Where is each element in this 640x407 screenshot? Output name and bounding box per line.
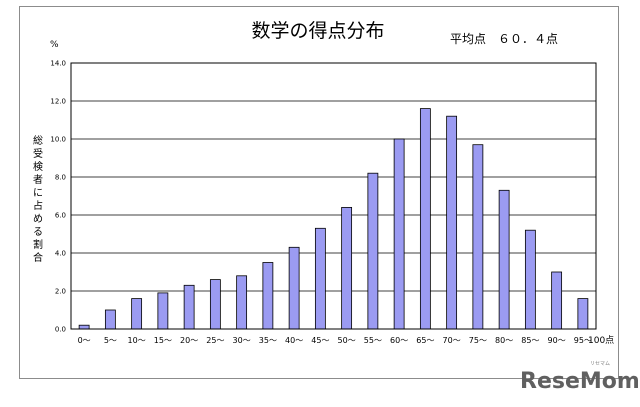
bar [314, 227, 326, 330]
bar [393, 138, 405, 330]
x-tick-label: 90～ [548, 336, 566, 345]
y-axis-label-char: め [33, 213, 43, 225]
x-tick-label: 45～ [311, 336, 329, 345]
y-tick-label: 10.0 [50, 136, 66, 144]
x-tick-label: 70～ [443, 336, 461, 345]
chart-frame: 数学の得点分布 平均点 ６０．４点 % 100点 総受検者に占める割合 0.0 2… [19, 6, 619, 379]
y-tick-label: 2.0 [55, 288, 66, 296]
y-axis-label-char: 検 [33, 160, 43, 173]
x-tick-label: 30～ [233, 336, 251, 345]
x-tick-label: 35～ [259, 336, 277, 345]
x-tick-label: 5～ [104, 336, 117, 345]
y-tick-label: 14.0 [50, 60, 66, 68]
y-unit-label: % [50, 40, 59, 50]
x-tick-label: 85～ [521, 336, 539, 345]
y-tick-label: 4.0 [55, 250, 66, 258]
bar [472, 144, 484, 330]
watermark-sub: リセマム [590, 361, 610, 367]
x-tick-label: 25～ [206, 336, 224, 345]
y-axis-label-char: 割 [33, 238, 43, 251]
bar [157, 292, 169, 330]
watermark-logo: ReseMom [520, 369, 638, 394]
y-tick-label: 12.0 [50, 98, 66, 106]
bar [183, 284, 195, 330]
bar [104, 309, 116, 330]
gridlines [71, 100, 596, 292]
average-label: 平均点 ６０．４点 [450, 32, 558, 46]
x-tick-label: 20～ [180, 336, 198, 345]
x-tick-label: 65～ [416, 336, 434, 345]
x-unit-label: 100点 [588, 335, 614, 346]
y-axis-label-char: 受 [33, 148, 43, 160]
bar [419, 108, 431, 330]
y-axis-label-char: に [33, 187, 43, 199]
bar [498, 189, 510, 330]
bars [78, 108, 589, 330]
y-axis-label-char: 総 [33, 134, 43, 147]
y-tick-labels: 0.0 2.0 4.0 6.0 8.0 10.0 12.0 14.0 [50, 60, 66, 334]
bar [78, 324, 90, 330]
y-tick-label: 8.0 [55, 174, 66, 182]
y-axis-label-char: る [33, 226, 43, 238]
x-tick-label: 50～ [338, 336, 356, 345]
x-tick-label: 60～ [390, 336, 408, 345]
bar [236, 275, 248, 330]
x-tick-labels: 0～ 5～ 10～ 15～ 20～ 25～ 30～ 35～ 40～ 45～ 50～ 55～ 60～ 65～… [78, 336, 592, 345]
y-tick-label: 0.0 [55, 326, 66, 334]
y-axis-label-char: 合 [33, 251, 43, 264]
x-tick-label: 80～ [495, 336, 513, 345]
y-axis-label-char: 者 [33, 174, 43, 186]
chart-title: 数学の得点分布 [251, 20, 384, 42]
bar [262, 262, 274, 330]
bar [551, 271, 563, 330]
x-tick-label: 40～ [285, 336, 303, 345]
bar [446, 115, 458, 330]
y-axis-label-char: 占 [33, 199, 43, 212]
x-tick-label: 75～ [469, 336, 487, 345]
bar [524, 229, 536, 330]
bar [341, 206, 353, 330]
bar [577, 298, 589, 330]
x-tick-label: 0～ [78, 336, 91, 345]
y-tick-label: 6.0 [55, 212, 66, 220]
plot-area-border [70, 62, 597, 330]
x-tick-label: 95～ [574, 336, 592, 345]
bar [367, 172, 379, 330]
bar [131, 298, 143, 330]
x-tick-label: 55～ [364, 336, 382, 345]
bar [209, 279, 221, 330]
x-tick-label: 15～ [154, 336, 172, 345]
x-tick-label: 10～ [128, 336, 146, 345]
bar [288, 246, 300, 330]
watermark: リセマム ReseMom [520, 361, 638, 394]
